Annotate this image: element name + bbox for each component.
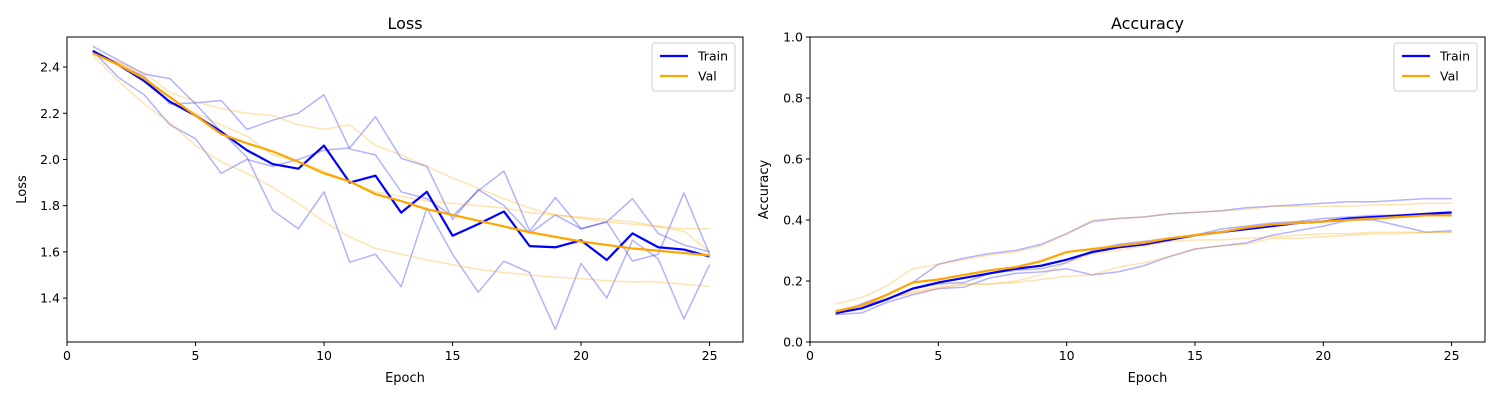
chart-title: Accuracy <box>1111 14 1184 33</box>
y-tick-label: 2.0 <box>40 152 60 167</box>
x-tick-label: 0 <box>63 348 71 363</box>
series-line-run <box>92 54 710 288</box>
legend-label: Val <box>1440 69 1459 84</box>
chart-accuracy: Accuracy 0 5 10 15 20 25 0.0 0.2 0.4 0.6 0.8 1.0 Epoc… <box>757 14 1486 386</box>
x-tick-label: 15 <box>1187 348 1203 363</box>
legend-label: Train <box>1439 49 1470 64</box>
plot-frame <box>66 36 744 343</box>
y-tick-label: 2.4 <box>40 60 60 75</box>
legend: Train Val <box>651 42 736 92</box>
y-tick-label: 2.2 <box>40 106 60 121</box>
x-tick-label: 25 <box>1444 348 1460 363</box>
x-tick-label: 15 <box>445 348 461 363</box>
y-tick-label: 0.8 <box>783 91 803 106</box>
x-tick-label: 25 <box>702 348 718 363</box>
series-line-run <box>835 197 1452 316</box>
series-line-run <box>92 50 710 253</box>
series-line-train <box>835 211 1452 315</box>
x-tick-label: 20 <box>573 348 589 363</box>
y-tick-label: 0.6 <box>783 152 803 167</box>
chart-loss: Loss 0 5 10 15 20 25 1.4 1.6 1.8 2.0 2.2 2.4 Epoch Los… <box>15 14 744 386</box>
y-tick-label: 0.4 <box>783 213 803 228</box>
series-line-run <box>92 50 710 230</box>
legend-label: Val <box>698 69 717 84</box>
series-line-val <box>92 52 710 257</box>
y-axis-label: Loss <box>15 175 30 204</box>
x-tick-label: 10 <box>1059 348 1075 363</box>
series-line-val <box>835 214 1452 313</box>
x-tick-label: 5 <box>192 348 200 363</box>
series-line-run <box>92 52 711 262</box>
x-tick-label: 5 <box>934 348 942 363</box>
legend: Train Val <box>1393 42 1478 92</box>
x-tick-label: 0 <box>806 348 814 363</box>
y-tick-label: 1.8 <box>40 198 60 213</box>
y-axis-label: Accuracy <box>757 160 772 220</box>
x-tick-label: 10 <box>316 348 332 363</box>
x-axis-label: Epoch <box>1128 371 1168 386</box>
legend-label: Train <box>697 49 728 64</box>
series-line-run <box>835 231 1452 311</box>
y-tick-label: 1.0 <box>783 30 803 45</box>
plot-frame <box>809 36 1486 343</box>
y-tick-label: 1.6 <box>40 244 60 259</box>
series-line-run <box>92 52 711 253</box>
x-axis-label: Epoch <box>385 371 425 386</box>
series-line-run <box>835 213 1452 313</box>
y-tick-label: 0.0 <box>783 335 803 350</box>
chart-title: Loss <box>387 14 422 33</box>
x-tick-label: 20 <box>1315 348 1331 363</box>
y-tick-label: 1.4 <box>40 291 60 306</box>
series-line-run <box>835 202 1452 305</box>
series-line-run <box>92 45 711 331</box>
series-line-run <box>835 231 1452 313</box>
y-tick-label: 0.2 <box>783 274 803 289</box>
